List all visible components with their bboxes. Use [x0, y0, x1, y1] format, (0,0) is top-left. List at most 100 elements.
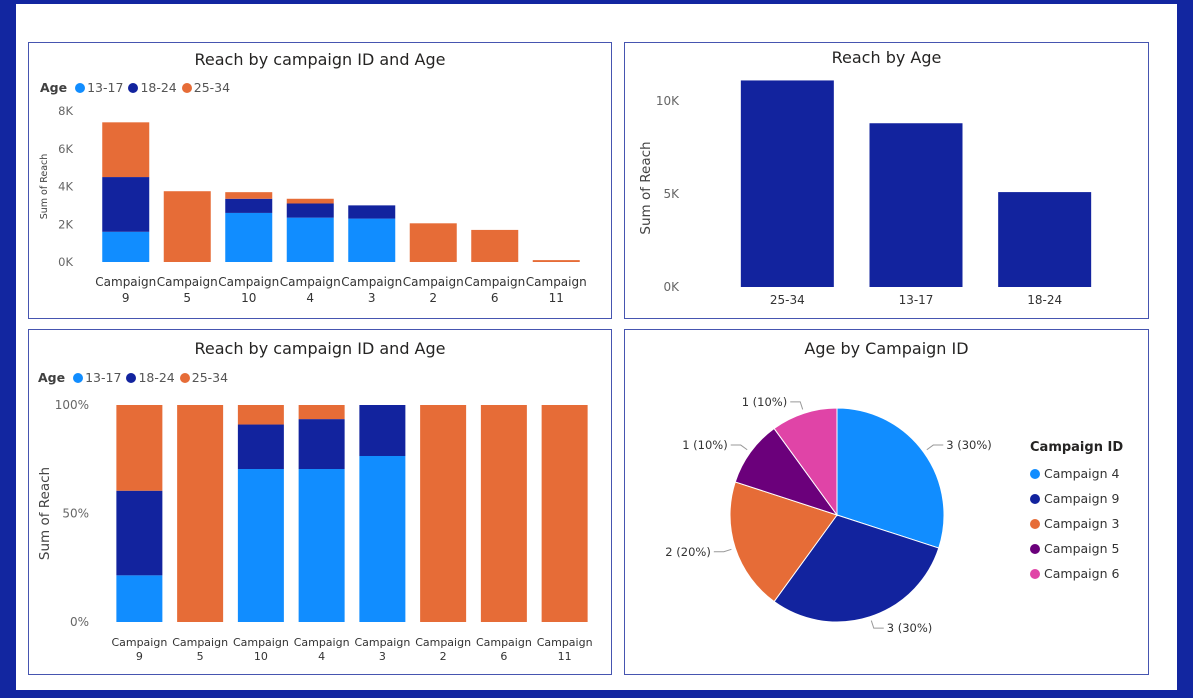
pie-data-label: 3 (30%)	[946, 438, 992, 452]
pie-slice	[773, 407, 838, 517]
bar-segment	[116, 490, 163, 576]
bar-segment	[225, 192, 273, 199]
x-tick-label: 5	[197, 650, 204, 663]
x-tick-label: 3	[368, 291, 376, 305]
x-tick-label: Campaign	[111, 636, 167, 649]
x-tick-label: Campaign	[280, 275, 341, 289]
chart-reach-by-campaign-percent[interactable]: Reach by campaign ID and Age Age 13-17 1…	[28, 329, 612, 675]
legend-item-13-17[interactable]: 13-17	[73, 370, 121, 385]
x-tick-label: 18-24	[1027, 293, 1062, 307]
legend-dot	[73, 372, 84, 383]
pie-leader-line	[713, 548, 732, 553]
legend-item-25-34[interactable]: 25-34	[179, 370, 228, 385]
bar-segment	[102, 177, 150, 232]
x-tick-label: 9	[136, 650, 143, 663]
legend-label: 13-17	[87, 80, 124, 95]
legend-label: Campaign 4	[1044, 466, 1120, 481]
y-tick-label: 10K	[656, 94, 680, 108]
chart-plot: 0%50%100%Sum of ReachCampaign9Campaign5C…	[37, 398, 593, 663]
chart-plot: 3 (30%) 3 (30%) 2 (20%) 1 (10%) 1 (10%)	[665, 395, 992, 635]
legend-dot	[1030, 568, 1040, 579]
bar-segment	[177, 405, 224, 622]
y-tick-label: 6K	[58, 142, 73, 156]
chart-plot: 0K 5K 10K Sum of Reach 25-34 13-17 18-24	[638, 80, 1092, 307]
legend-dot	[75, 82, 86, 93]
x-tick-label: 4	[318, 650, 325, 663]
chart-reach-by-age[interactable]: Reach by Age 0K 5K 10K Sum of Reach 25-34 13-…	[624, 42, 1149, 319]
bar	[740, 80, 834, 287]
x-tick-label: 11	[549, 291, 564, 305]
x-tick-label: Campaign	[157, 275, 218, 289]
bar-segment	[348, 205, 396, 219]
x-tick-label: 9	[122, 291, 130, 305]
legend-label: 18-24	[138, 370, 175, 385]
pie-slice	[773, 514, 940, 623]
chart-title: Reach by campaign ID and Age	[194, 339, 446, 358]
bar-segment	[237, 424, 284, 470]
legend-dot	[1030, 518, 1040, 529]
legend-item-18-24[interactable]: 18-24	[128, 80, 177, 95]
legend-item[interactable]: Campaign 6	[1030, 561, 1123, 586]
legend-item[interactable]: Campaign 3	[1030, 511, 1123, 536]
legend-dot	[1030, 493, 1040, 504]
bar-segment	[409, 223, 457, 262]
x-tick-label: 3	[379, 650, 386, 663]
legend-item[interactable]: Campaign 4	[1030, 461, 1123, 486]
pie-slice	[836, 407, 945, 549]
chart-legend: Age 13-17 18-24 25-34	[40, 80, 235, 95]
bar-segment	[420, 405, 467, 622]
legend-title: Age	[40, 80, 68, 95]
legend-label: Campaign 9	[1044, 491, 1120, 506]
legend-title: Age	[38, 370, 66, 385]
pie-slice	[729, 481, 838, 603]
x-tick-label: Campaign	[354, 636, 410, 649]
x-tick-label: Campaign	[218, 275, 279, 289]
legend-item-18-24[interactable]: 18-24	[126, 370, 175, 385]
x-tick-label: Campaign	[172, 636, 228, 649]
bar-segment	[225, 198, 273, 213]
bar-segment	[480, 405, 527, 622]
pie-leader-line	[926, 444, 944, 451]
bar-segment	[298, 405, 345, 420]
y-axis-title: Sum of Reach	[39, 154, 50, 220]
y-tick-label: 50%	[62, 507, 89, 521]
bar-segment	[286, 198, 334, 204]
x-tick-label: 10	[254, 650, 268, 663]
legend-label: Campaign 3	[1044, 516, 1120, 531]
chart-title: Reach by Age	[831, 48, 942, 67]
y-tick-label: 2K	[58, 217, 73, 231]
x-tick-label: 2	[440, 650, 447, 663]
chart-age-by-campaign-pie[interactable]: Age by Campaign ID 3 (30%) 3 (30%) 2 (20%)…	[624, 329, 1149, 675]
legend-item[interactable]: Campaign 9	[1030, 486, 1123, 511]
pie-leader-line	[790, 401, 804, 410]
x-tick-label: 10	[241, 291, 256, 305]
pie-leader-line	[870, 620, 884, 629]
legend-item-25-34[interactable]: 25-34	[181, 80, 230, 95]
bar-segment	[359, 405, 406, 456]
x-tick-label: Campaign	[464, 275, 525, 289]
legend-item-13-17[interactable]: 13-17	[75, 80, 123, 95]
legend-title: Campaign ID	[1030, 440, 1124, 455]
legend-dot	[1030, 468, 1040, 479]
bar-segment	[298, 469, 345, 622]
legend-dot	[181, 82, 192, 93]
legend-dot	[179, 372, 190, 383]
chart-reach-by-campaign-stacked[interactable]: Reach by campaign ID and Age Age 13-17 1…	[28, 42, 612, 319]
x-tick-label: Campaign	[415, 636, 471, 649]
pie-data-label: 1 (10%)	[742, 395, 788, 409]
bar-segment	[102, 231, 150, 262]
bar-segment	[348, 218, 396, 262]
pie-data-label: 3 (30%)	[887, 621, 933, 635]
bar	[998, 192, 1092, 287]
bar-segment	[116, 405, 163, 491]
chart-title: Reach by campaign ID and Age	[194, 50, 446, 69]
legend-dot	[128, 82, 139, 93]
x-tick-label: 11	[558, 650, 572, 663]
x-tick-label: 4	[306, 291, 314, 305]
legend-item[interactable]: Campaign 5	[1030, 536, 1123, 561]
x-tick-label: Campaign	[294, 636, 350, 649]
x-tick-label: 6	[491, 291, 499, 305]
report-canvas: Reach by campaign ID and Age Age 13-17 1…	[16, 4, 1177, 690]
chart-plot: 0K 2K 4K 6K 8K Sum of Reach Campaign 9 Campaign 5…	[39, 104, 587, 305]
